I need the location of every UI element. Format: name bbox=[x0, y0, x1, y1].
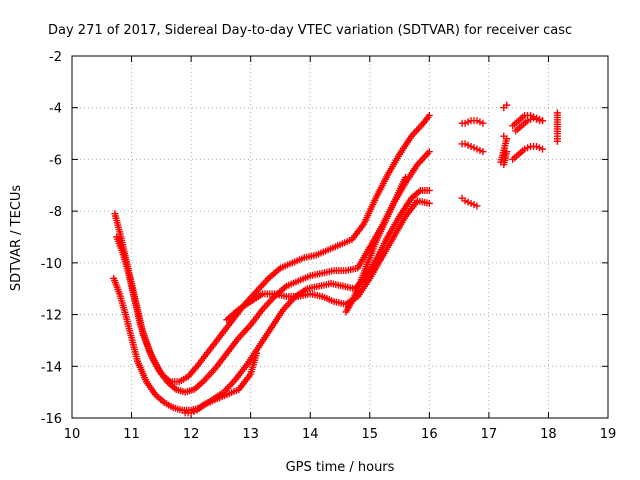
chart-title: Day 271 of 2017, Sidereal Day-to-day VTE… bbox=[48, 23, 572, 38]
y-tick-label: -8 bbox=[49, 205, 62, 220]
x-tick-label: 12 bbox=[183, 427, 200, 442]
series-late-cluster-i bbox=[553, 109, 561, 145]
x-tick-label: 19 bbox=[600, 427, 617, 442]
series-track-4 bbox=[181, 349, 261, 417]
x-tick-labels: 10 11 12 13 14 15 16 17 18 19 bbox=[64, 427, 617, 442]
y-tick-label: -2 bbox=[49, 50, 62, 65]
data-point bbox=[425, 148, 433, 156]
data-point bbox=[402, 174, 410, 182]
y-tick-label: -4 bbox=[49, 102, 62, 117]
y-axis-title: SDTVAR / TECUs bbox=[9, 185, 24, 292]
y-tick-label: -16 bbox=[41, 412, 62, 427]
data-point bbox=[479, 148, 487, 156]
data-point bbox=[425, 186, 433, 194]
x-tick-label: 16 bbox=[421, 427, 438, 442]
series-late-cluster-c bbox=[458, 194, 481, 210]
data-point bbox=[479, 119, 487, 127]
data-point bbox=[538, 145, 546, 153]
plot-frame bbox=[71, 55, 609, 419]
series-track-6 bbox=[342, 174, 410, 316]
x-tick-label: 11 bbox=[123, 427, 140, 442]
series-late-cluster-h bbox=[509, 143, 546, 163]
data-point bbox=[253, 349, 261, 357]
y-tick-label: -14 bbox=[41, 360, 62, 375]
data-point bbox=[538, 117, 546, 125]
x-tick-label: 18 bbox=[540, 427, 557, 442]
x-tick-label: 13 bbox=[242, 427, 259, 442]
series-late-cluster-g bbox=[512, 114, 546, 135]
data-point bbox=[425, 199, 433, 207]
series-late-cluster-b bbox=[458, 140, 487, 156]
data-point bbox=[425, 111, 433, 119]
data-point bbox=[553, 137, 561, 145]
data-point bbox=[503, 148, 511, 156]
series-late-cluster-e bbox=[497, 132, 511, 169]
y-tick-label: -6 bbox=[49, 153, 62, 168]
x-tick-label: 10 bbox=[64, 427, 81, 442]
data-series bbox=[110, 101, 561, 417]
x-tick-label: 14 bbox=[302, 427, 319, 442]
y-tick-label: -10 bbox=[41, 257, 62, 272]
y-tick-labels: -16 -14 -12 -10 -8 -6 -4 -2 bbox=[41, 50, 62, 427]
x-tick-label: 15 bbox=[362, 427, 379, 442]
series-late-cluster-a bbox=[458, 117, 487, 127]
data-point bbox=[503, 101, 511, 109]
x-axis-title: GPS time / hours bbox=[286, 460, 395, 475]
series-late-cluster-d bbox=[500, 101, 511, 112]
data-point bbox=[473, 202, 481, 210]
x-tick-label: 17 bbox=[481, 427, 498, 442]
y-tick-label: -12 bbox=[41, 309, 62, 324]
grid bbox=[72, 56, 608, 418]
